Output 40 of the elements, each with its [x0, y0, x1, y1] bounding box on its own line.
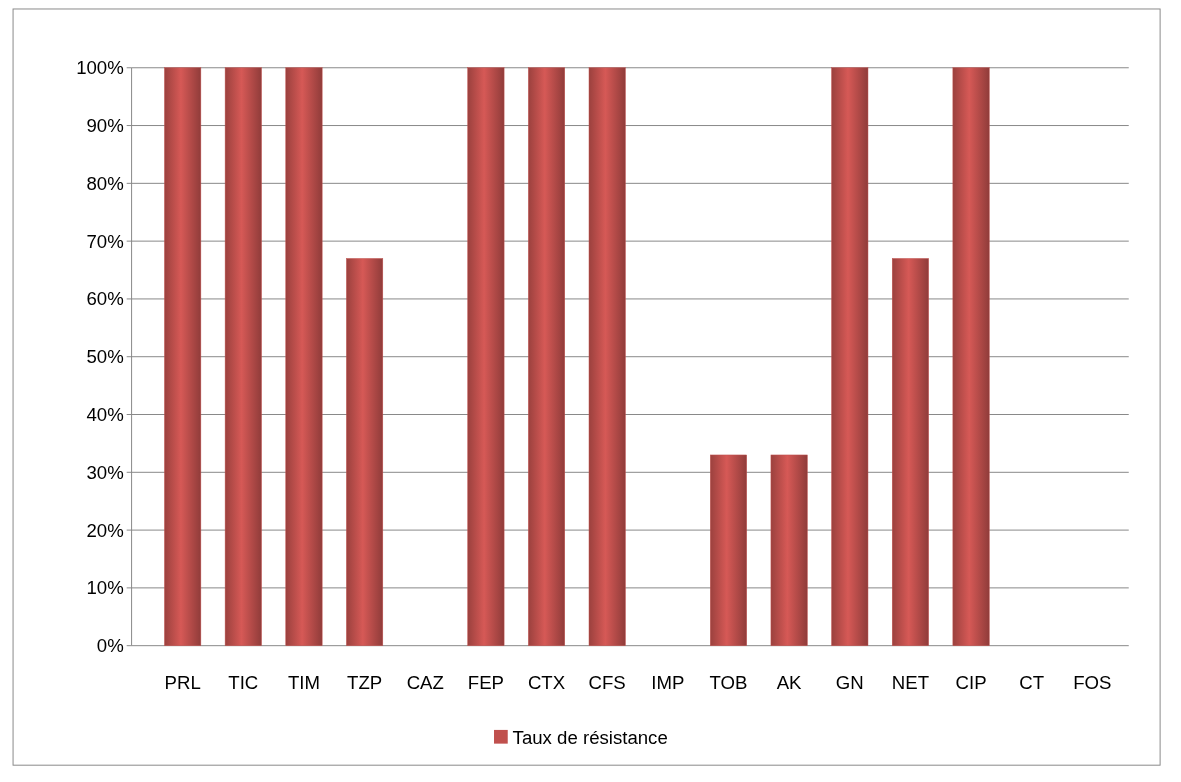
y-tick-label: 90% — [86, 115, 124, 137]
y-tick-label: 60% — [86, 288, 124, 310]
bar — [528, 67, 565, 646]
x-tick-label: PRL — [164, 671, 201, 693]
x-tick-label: TZP — [347, 671, 383, 693]
y-tick-label: 100% — [76, 57, 124, 79]
legend-label: Taux de résistance — [512, 727, 668, 749]
bar — [467, 67, 505, 646]
x-tick-label: FOS — [1073, 671, 1112, 693]
bar — [164, 67, 202, 646]
x-tick-label: NET — [891, 671, 930, 693]
y-tick-label: 20% — [86, 519, 124, 541]
x-tick-label: GN — [835, 671, 864, 693]
bar — [891, 258, 929, 646]
bar — [224, 67, 262, 646]
bar — [770, 454, 808, 646]
y-tick-label: 80% — [86, 172, 124, 194]
y-tick-label: 50% — [86, 346, 124, 368]
y-tick-label: 70% — [86, 230, 124, 252]
x-tick-label: TOB — [709, 671, 748, 693]
x-tick-label: TIM — [287, 671, 320, 693]
bar — [346, 258, 384, 646]
x-tick-label: FEP — [467, 671, 504, 693]
y-tick-label: 30% — [86, 461, 124, 483]
x-tick-label: CIP — [955, 671, 987, 693]
x-tick-label: CT — [1019, 671, 1045, 693]
x-tick-label: CFS — [588, 671, 626, 693]
bar — [285, 67, 323, 646]
bar — [952, 67, 990, 646]
y-tick-label: 40% — [86, 404, 124, 426]
y-tick-label: 10% — [86, 577, 124, 599]
bar — [710, 454, 747, 646]
x-tick-label: IMP — [651, 671, 685, 693]
x-tick-label: CAZ — [406, 671, 444, 693]
y-tick-label: 0% — [96, 635, 124, 657]
x-tick-label: AK — [776, 671, 803, 693]
bar — [831, 67, 869, 646]
x-tick-label: TIC — [228, 671, 259, 693]
x-tick-label: CTX — [527, 671, 566, 693]
bar — [588, 67, 626, 646]
